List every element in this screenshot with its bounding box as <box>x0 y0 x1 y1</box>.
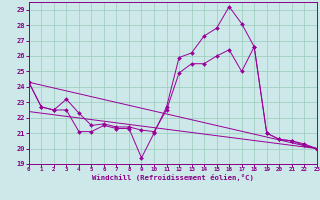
X-axis label: Windchill (Refroidissement éolien,°C): Windchill (Refroidissement éolien,°C) <box>92 174 254 181</box>
